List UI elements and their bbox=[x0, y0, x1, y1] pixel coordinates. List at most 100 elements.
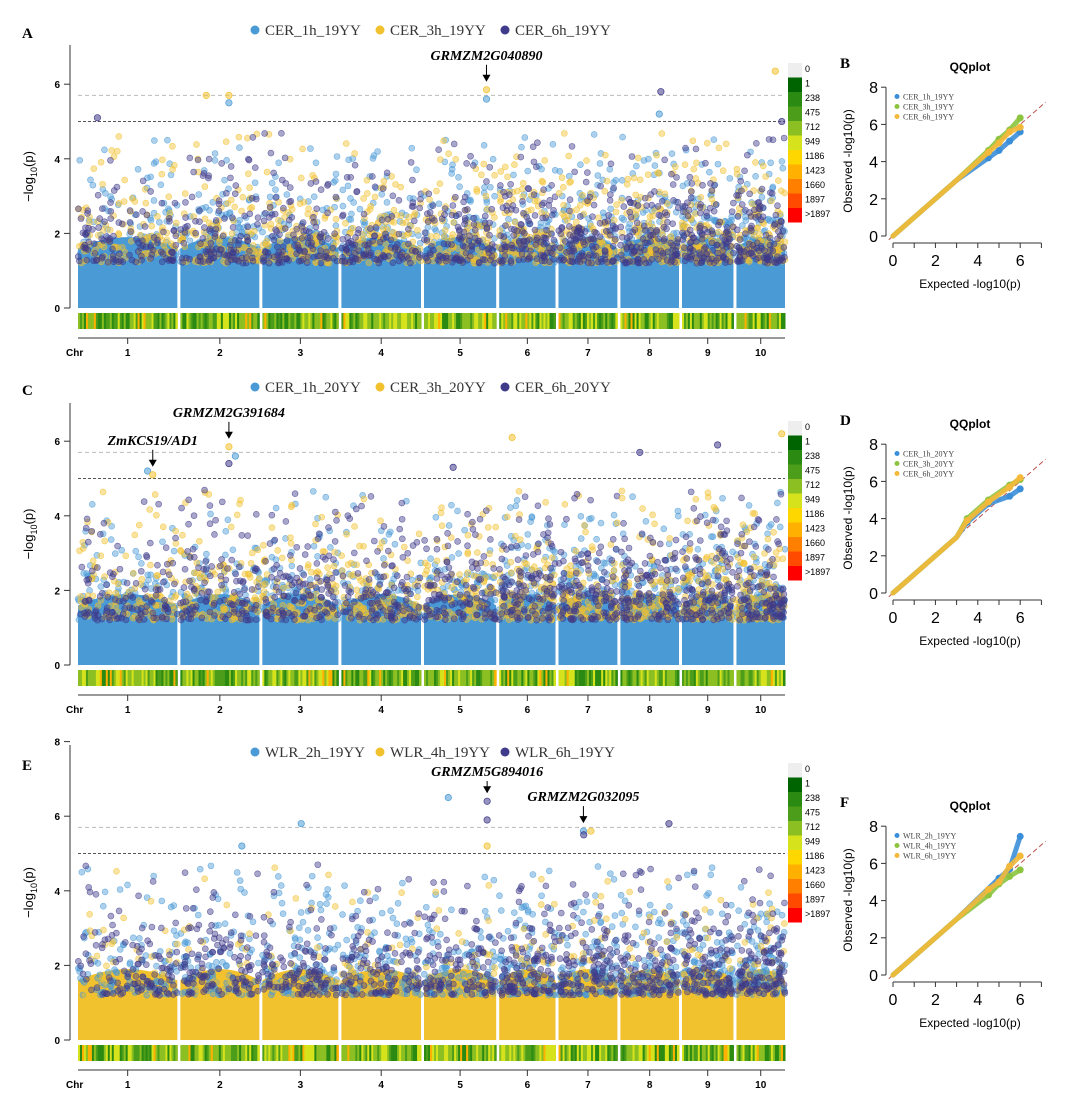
snp-point bbox=[243, 233, 251, 241]
snp-point bbox=[630, 174, 638, 182]
snp-point bbox=[678, 219, 686, 227]
snp-point bbox=[486, 231, 493, 239]
snp-point bbox=[205, 155, 213, 163]
snp-point bbox=[332, 508, 339, 516]
snp-point bbox=[239, 599, 246, 607]
snp-point bbox=[601, 188, 609, 195]
density-cell bbox=[676, 313, 680, 329]
snp-point bbox=[310, 542, 318, 550]
snp-point bbox=[347, 195, 354, 202]
snp-point bbox=[112, 256, 120, 264]
snp-point bbox=[197, 240, 204, 247]
snp-point bbox=[271, 593, 278, 601]
snp-point bbox=[781, 238, 789, 246]
arrow-head-icon bbox=[482, 74, 491, 82]
snp-point bbox=[283, 255, 291, 262]
peak-point bbox=[482, 86, 491, 94]
snp-point bbox=[293, 225, 301, 233]
snp-point bbox=[696, 228, 704, 235]
snp-point bbox=[687, 239, 694, 247]
snp-point bbox=[607, 160, 615, 168]
snp-point bbox=[333, 517, 340, 524]
snp-point bbox=[344, 561, 352, 568]
snp-point bbox=[391, 540, 399, 548]
snp-point bbox=[300, 571, 308, 579]
snp-point bbox=[318, 513, 326, 521]
density-legend-swatch bbox=[788, 63, 802, 78]
snp-point bbox=[106, 226, 114, 234]
snp-point bbox=[262, 611, 270, 619]
snp-point bbox=[680, 233, 688, 240]
snp-point bbox=[126, 207, 134, 214]
snp-point bbox=[235, 133, 243, 141]
snp-point bbox=[107, 157, 114, 164]
snp-point bbox=[733, 226, 741, 234]
snp-point bbox=[689, 137, 697, 145]
snp-point bbox=[239, 259, 247, 267]
snp-point bbox=[78, 563, 86, 571]
snp-point bbox=[380, 555, 387, 562]
snp-point bbox=[456, 183, 463, 190]
snp-point bbox=[402, 219, 410, 226]
snp-point bbox=[429, 202, 437, 210]
snp-point bbox=[310, 219, 317, 226]
snp-point bbox=[772, 211, 780, 219]
snp-point bbox=[464, 206, 471, 213]
snp-point bbox=[241, 586, 248, 593]
snp-point bbox=[462, 249, 470, 257]
snp-point bbox=[324, 209, 331, 217]
chromosome-label: 2 bbox=[217, 705, 223, 716]
snp-point bbox=[288, 562, 296, 570]
snp-point bbox=[169, 142, 176, 150]
snp-point bbox=[100, 519, 108, 527]
snp-point bbox=[612, 235, 619, 243]
snp-point bbox=[342, 244, 349, 251]
snp-point bbox=[215, 207, 223, 215]
snp-point bbox=[200, 565, 208, 573]
snp-point bbox=[81, 613, 89, 620]
snp-point bbox=[287, 197, 295, 205]
snp-point bbox=[546, 197, 554, 204]
snp-point bbox=[589, 213, 596, 220]
snp-point bbox=[197, 253, 204, 261]
snp-point bbox=[126, 251, 133, 259]
snp-point bbox=[293, 543, 301, 551]
snp-point bbox=[287, 539, 295, 547]
snp-point bbox=[483, 199, 491, 206]
density-legend-label: 475 bbox=[805, 108, 820, 118]
snp-point bbox=[304, 543, 312, 550]
snp-point bbox=[644, 171, 652, 179]
snp-point bbox=[411, 217, 418, 225]
density-cell bbox=[731, 313, 734, 329]
snp-point bbox=[661, 156, 668, 164]
peak-point bbox=[225, 99, 233, 107]
snp-point bbox=[77, 249, 84, 257]
snp-point bbox=[101, 537, 108, 545]
snp-point bbox=[224, 516, 232, 524]
snp-point bbox=[383, 199, 391, 206]
snp-point bbox=[177, 226, 185, 233]
snp-point bbox=[715, 144, 723, 152]
snp-point bbox=[132, 258, 140, 266]
snp-point bbox=[411, 210, 419, 217]
legend-marker bbox=[375, 382, 385, 392]
snp-point bbox=[246, 184, 253, 191]
snp-point bbox=[436, 245, 443, 253]
snp-point bbox=[590, 236, 598, 243]
snp-point bbox=[250, 242, 257, 249]
snp-point bbox=[521, 134, 529, 141]
snp-point bbox=[279, 601, 287, 609]
snp-point bbox=[778, 158, 786, 165]
snp-point bbox=[201, 579, 208, 587]
snp-point bbox=[569, 258, 577, 266]
snp-point bbox=[325, 524, 332, 531]
y-axis-label-sub: 10 bbox=[29, 524, 39, 534]
snp-point bbox=[279, 243, 287, 251]
snp-point bbox=[228, 230, 236, 237]
snp-point bbox=[183, 590, 191, 598]
snp-point bbox=[332, 222, 340, 229]
snp-point bbox=[481, 184, 488, 191]
snp-point bbox=[282, 518, 290, 525]
chromosome-label: 5 bbox=[457, 348, 463, 359]
